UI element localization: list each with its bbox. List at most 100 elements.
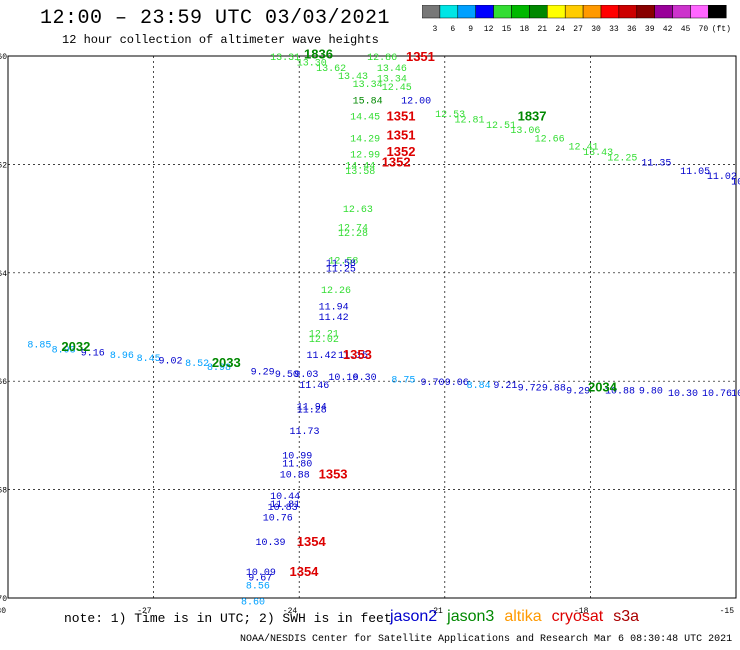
wave-height-reading: 12.02 (309, 335, 339, 346)
wave-height-reading: 10.38 (731, 389, 740, 400)
wave-height-reading: 8.45 (137, 354, 161, 365)
wave-height-reading: 8.60 (241, 598, 265, 609)
wave-height-reading: 13.31 (270, 53, 300, 64)
pass-time-label: 1353 (319, 466, 348, 481)
longitude-label: -18 (574, 607, 589, 616)
wave-height-reading: 13.34 (377, 75, 407, 86)
wave-height-reading: 12.81 (455, 115, 485, 126)
color-scale-label: 42 (663, 25, 673, 34)
satellite-legend-item: jason2 (390, 608, 438, 625)
wave-height-reading: 9.80 (639, 386, 663, 397)
wave-height-reading: 12.41 (569, 142, 599, 153)
wave-height-reading: 11.35 (641, 159, 671, 170)
wave-height-reading: 11.42 (319, 313, 349, 324)
latitude-label: -60 (0, 53, 7, 62)
latitude-label: -64 (0, 270, 7, 279)
wave-height-reading: 10.88 (605, 386, 635, 397)
wave-height-reading: 10.39 (256, 538, 286, 549)
wave-height-reading: 10.09 (246, 568, 276, 579)
wave-height-reading: 9.21 (493, 381, 517, 392)
color-scale-label: 36 (627, 25, 637, 34)
satellite-legend-item: altika (504, 608, 542, 625)
wave-height-reading: 11.02 (707, 172, 737, 183)
wave-height-reading: 9.29 (566, 386, 590, 397)
wave-height-reading: 8.56 (246, 581, 270, 592)
wave-height-reading: 12.63 (343, 205, 373, 216)
wave-height-reading: 9.06 (445, 378, 469, 389)
wave-height-reading: 9.30 (353, 373, 377, 384)
wave-height-reading: 13.43 (583, 148, 613, 159)
wave-height-reading: 12.86 (367, 53, 397, 64)
wave-height-reading: 11.73 (289, 427, 319, 438)
wave-height-reading: 11.94 (297, 403, 327, 414)
pass-time-label: 1352 (382, 155, 411, 170)
longitude-label: -24 (283, 607, 298, 616)
wave-height-reading: 12.51 (486, 121, 516, 132)
color-scale-label: 70 (699, 25, 709, 34)
wave-height-reading: 12.00 (401, 96, 431, 107)
wave-height-reading: 13.30 (297, 58, 327, 69)
wave-height-reading: 12.45 (382, 83, 412, 94)
longitude-label: -15 (720, 607, 735, 616)
latitude-label: -66 (0, 378, 7, 387)
longitude-label: -27 (137, 607, 152, 616)
color-scale-label: (ft) (712, 25, 731, 34)
wave-height-reading: 9.72 (518, 384, 542, 395)
wave-height-reading: 12.26 (321, 286, 351, 297)
satellite-legend-item: cryosat (551, 608, 604, 625)
wave-height-reading: 14.29 (350, 134, 380, 145)
wave-height-reading: 11.15 (338, 351, 368, 362)
wave-height-reading: 8.52 (185, 359, 209, 370)
wave-height-reading: 9.67 (248, 573, 272, 584)
wave-height-reading: 9.88 (542, 384, 566, 395)
wave-height-reading: 13.62 (316, 64, 346, 75)
wave-height-reading: 9.50 (275, 370, 299, 381)
longitude-label: -21 (428, 607, 443, 616)
wave-height-reading: 8.75 (391, 375, 415, 386)
satellite-legend-item: s3a (613, 608, 640, 625)
wave-height-reading: 11.28 (297, 405, 327, 416)
wave-height-reading: 9.02 (158, 357, 182, 368)
wave-height-reading: 12.66 (535, 134, 565, 145)
pass-time-label: 1351 (387, 109, 416, 124)
latitude-label: -62 (0, 161, 7, 170)
wave-height-reading: 9.70 (421, 378, 445, 389)
wave-height-reading: 9.03 (294, 370, 318, 381)
color-scale-label: 30 (591, 25, 601, 34)
wave-height-reading: 12.21 (309, 329, 339, 340)
wave-height-reading: 10.16 (328, 373, 358, 384)
satellite-legend: jason2 jason3 altika cryosat s3a (390, 608, 649, 626)
color-scale-label: 27 (573, 25, 583, 34)
wave-height-reading: 12.99 (350, 151, 380, 162)
color-scale-label: 18 (520, 25, 530, 34)
pass-time-label: 1836 (304, 46, 333, 61)
pass-time-label: 1354 (289, 564, 319, 579)
pass-time-label: 1351 (387, 128, 416, 143)
wave-height-reading: 13.34 (353, 80, 383, 91)
wave-height-reading: 11.46 (299, 381, 329, 392)
wave-height-reading: 10.76 (263, 514, 293, 525)
pass-time-label: 2034 (588, 380, 618, 395)
pass-time-label: 2033 (212, 355, 241, 370)
color-scale-label: 15 (502, 25, 512, 34)
wave-height-reading: 8.98 (207, 363, 231, 374)
color-scale-label: 12 (484, 25, 494, 34)
pass-time-label: 1354 (297, 534, 327, 549)
color-scale-legend: 3 6 9 12 15 18 21 24 27 30 33 36 39 42 45 70 (ft) (422, 5, 731, 34)
page-title: 12:00 – 23:59 UTC 03/03/2021 (40, 7, 391, 30)
pass-time-label: 2032 (61, 339, 90, 354)
wave-height-reading: 12.58 (328, 256, 358, 267)
wave-height-reading: 10.65 (731, 178, 740, 189)
pass-time-label: 1353 (343, 347, 372, 362)
wave-height-reading: 8.85 (27, 340, 51, 351)
latitude-label: -68 (0, 487, 7, 496)
wave-height-reading: 11.58 (326, 259, 356, 270)
wave-height-reading: 10.30 (668, 389, 698, 400)
wave-height-reading: 11.80 (282, 460, 312, 471)
wave-height-reading: 12.53 (435, 110, 465, 121)
color-scale-label: 9 (468, 25, 473, 34)
color-scale-label: 21 (537, 25, 547, 34)
latitude-label: -70 (0, 595, 7, 604)
wave-height-reading: 10.83 (268, 503, 298, 514)
